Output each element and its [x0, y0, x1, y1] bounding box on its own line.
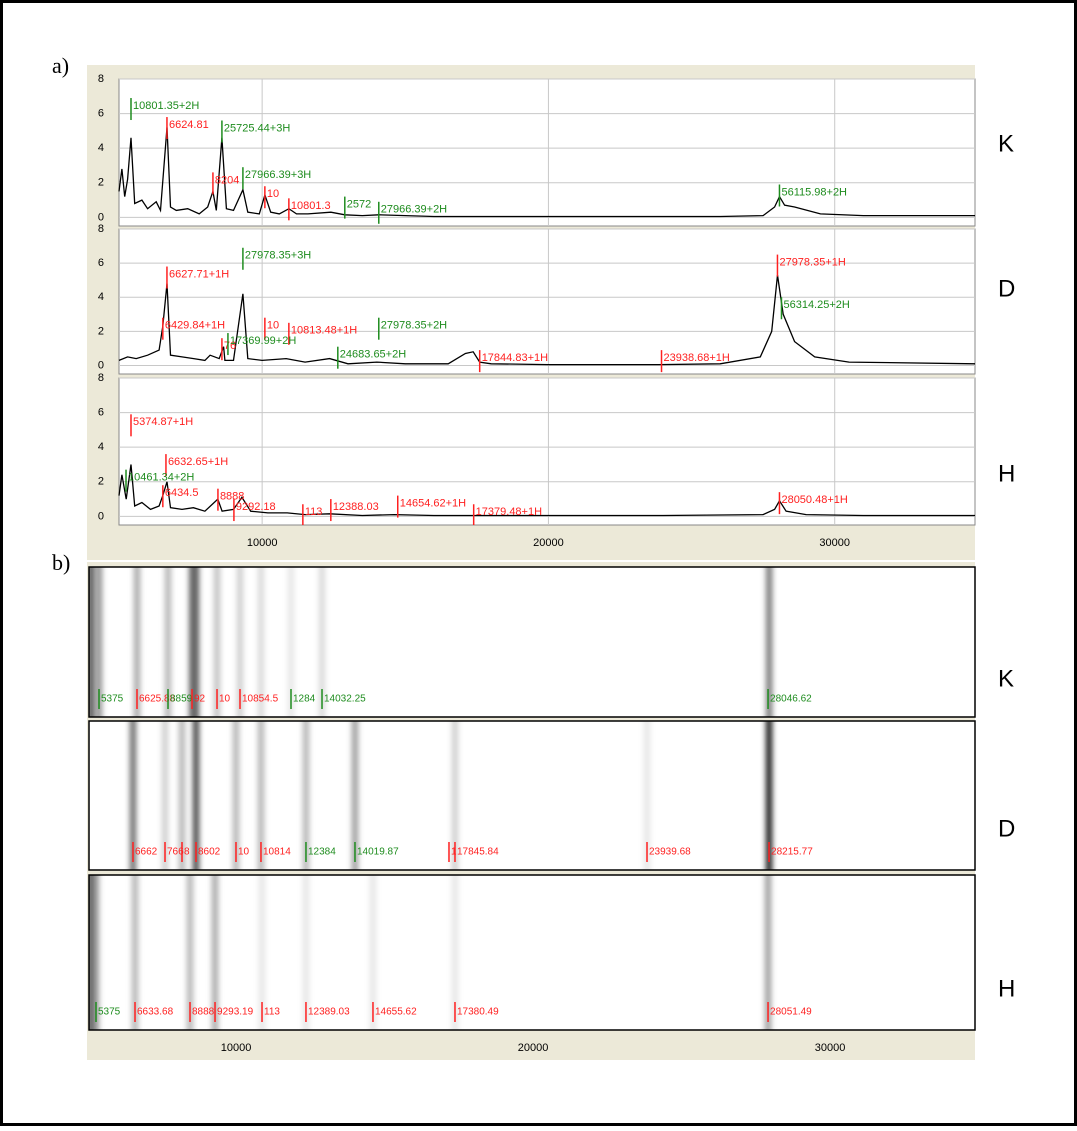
y-tick-label: 6 [98, 257, 104, 269]
peak-label: 6624.81 [169, 119, 209, 131]
sample-label: K [998, 665, 1014, 692]
band-label: 6662 [135, 847, 158, 858]
y-tick-label: 4 [98, 142, 104, 154]
y-tick-label: 2 [98, 476, 104, 488]
peak-label: 28050.48+1H [781, 494, 847, 506]
band-label: 28051.49 [770, 1007, 812, 1018]
peak-label: 9292.18 [236, 501, 276, 513]
band-label: 1284 [293, 694, 316, 705]
band-label: 23939.68 [649, 847, 691, 858]
peak-label: 5374.87+1H [133, 416, 193, 428]
peak-label: 6632.65+1H [168, 456, 228, 468]
peak-label: 2572 [347, 199, 371, 211]
peak-label: 17379.48+1H [476, 506, 542, 518]
band-label: 92 [194, 694, 206, 705]
peak-label: 10 [267, 188, 279, 200]
peak-label: 27978.35+1H [779, 256, 845, 268]
sample-label: D [998, 275, 1015, 302]
peak-label: 56314.25+2H [783, 299, 849, 311]
peak-label: 8204 [215, 174, 239, 186]
y-tick-label: 8 [98, 223, 104, 235]
band-label: 5375 [101, 694, 124, 705]
band-label: 10854.5 [242, 694, 279, 705]
x-tick-label: 20000 [533, 537, 564, 549]
y-tick-label: 6 [98, 406, 104, 418]
band-label: 17845.84 [457, 847, 499, 858]
peak-label: 27966.39+3H [245, 169, 311, 181]
x-tick-label: 20000 [518, 1042, 549, 1054]
band-label: 10 [238, 847, 250, 858]
peak-label: 10813.48+1H [291, 325, 357, 337]
band-label: 8888 [192, 1007, 215, 1018]
band-label: 14655.62 [375, 1007, 417, 1018]
band-label: 5375 [98, 1007, 121, 1018]
peak-label: 17369.99+2H [230, 335, 296, 347]
peak-label: 10461.34+2H [128, 472, 194, 484]
x-tick-label: 30000 [819, 537, 850, 549]
peak-label: 27966.39+2H [381, 204, 447, 216]
plot-area [119, 79, 975, 226]
sample-label: D [998, 815, 1015, 842]
peak-label: 23938.68+1H [664, 352, 730, 364]
figure: a) b) 0 2 4 6 8 10801.35+2H 6624.81 25725.44+3H… [0, 0, 1077, 1126]
band-label: 8602 [198, 847, 221, 858]
peak-label: 17844.83+1H [482, 352, 548, 364]
peak-label: 12388.03 [333, 501, 379, 513]
band-label: 12389.03 [308, 1007, 350, 1018]
peak-label: 10801.35+2H [133, 100, 199, 112]
y-tick-label: 6 [98, 107, 104, 119]
y-tick-label: 4 [98, 441, 104, 453]
peak-label: 113 [305, 506, 323, 518]
peak-label: 27978.35+3H [245, 250, 311, 262]
peak-label: 10 [267, 320, 279, 332]
band-label: 8859 [170, 694, 193, 705]
peak-label: 6434.5 [165, 487, 199, 499]
band-label: 8 [184, 847, 190, 858]
band-label: 28215.77 [771, 847, 813, 858]
peak-label: 6627.71+1H [169, 268, 229, 280]
band-label: 6633.68 [137, 1007, 174, 1018]
x-tick-label: 10000 [221, 1042, 252, 1054]
peak-label: 14654.62+1H [400, 498, 466, 510]
band-label: 14019.87 [357, 847, 399, 858]
y-tick-label: 0 [98, 211, 104, 223]
sample-label: H [998, 975, 1015, 1002]
y-tick-label: 2 [98, 177, 104, 189]
y-tick-label: 8 [98, 73, 104, 85]
y-tick-label: 4 [98, 291, 104, 303]
peak-label: 24683.65+2H [340, 349, 406, 361]
y-tick-label: 0 [98, 510, 104, 522]
band-label: 10 [219, 694, 231, 705]
gel-area [89, 721, 975, 870]
sample-label: K [998, 130, 1014, 157]
peak-label: 27978.35+2H [381, 320, 447, 332]
peak-label: 6429.84+1H [165, 320, 225, 332]
peak-label: 56115.98+2H [781, 186, 847, 198]
x-tick-label: 30000 [815, 1042, 846, 1054]
band-label: 28046.62 [770, 694, 812, 705]
y-tick-label: 8 [98, 372, 104, 384]
band-label: 9293.19 [217, 1007, 254, 1018]
band-label: 17380.49 [457, 1007, 499, 1018]
sample-label: H [998, 460, 1015, 487]
band-label: 14032.25 [324, 694, 366, 705]
panel-label: a) [52, 53, 69, 78]
band-label: 113 [264, 1007, 280, 1018]
peak-label: 10801.3 [291, 200, 331, 212]
panel-label: b) [52, 550, 70, 575]
y-tick-label: 2 [98, 325, 104, 337]
band-label: 10814 [263, 847, 291, 858]
peak-label: 25725.44+3H [224, 122, 290, 134]
y-tick-label: 0 [98, 359, 104, 371]
band-label: 12384 [308, 847, 336, 858]
x-tick-label: 10000 [247, 537, 278, 549]
